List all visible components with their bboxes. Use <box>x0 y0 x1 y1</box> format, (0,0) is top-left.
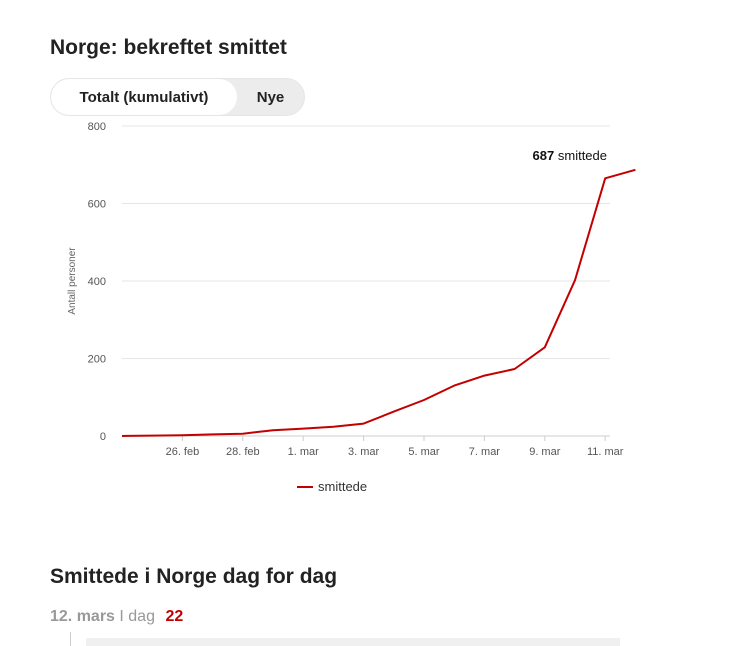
x-tick-label: 1. mar <box>288 446 320 458</box>
x-tick-label: 26. feb <box>166 446 200 458</box>
y-tick-label: 400 <box>88 276 106 288</box>
day-count: 22 <box>165 608 184 625</box>
section-title: Smittede i Norge dag for dag <box>50 565 338 588</box>
day-date: 12. mars <box>50 608 115 625</box>
y-tick-label: 600 <box>88 199 106 211</box>
chart-grid <box>122 125 610 437</box>
x-tick-label: 9. mar <box>529 446 561 458</box>
x-tick-label: 11. mar <box>587 446 624 458</box>
series-line-smittede <box>121 168 636 437</box>
y-tick-label: 200 <box>88 354 106 366</box>
tab-new[interactable]: Nye <box>256 88 285 106</box>
x-tick-label: 3. mar <box>348 446 380 458</box>
legend[interactable]: smittede <box>297 479 367 494</box>
day-summary: 12. mars I dag 22 <box>50 608 183 626</box>
x-tick-label: 7. mar <box>469 446 501 458</box>
x-tick-label: 28. feb <box>226 446 260 458</box>
y-tick-label: 800 <box>88 121 106 133</box>
timeline-line <box>70 632 71 646</box>
day-separator: I dag <box>119 608 155 625</box>
chart-mode-toggle: Totalt (kumulativt) Nye <box>50 78 305 116</box>
timeline-bar <box>86 638 620 646</box>
x-axis-ticks: 26. feb 28. feb 1. mar 3. mar 5. mar 7. mar 9.… <box>166 436 624 458</box>
tab-cumulative[interactable]: Totalt (kumulativt) <box>51 79 237 115</box>
annotation-text: smittede <box>558 148 607 163</box>
annotation-value: 687 <box>533 148 555 163</box>
legend-label: smittede <box>318 479 367 494</box>
y-axis-label: Antall personer <box>67 247 78 315</box>
chart-title: Norge: bekreftet smittet <box>50 36 287 59</box>
last-value-annotation: 687 smittede <box>533 148 607 163</box>
y-tick-label: 0 <box>100 431 106 443</box>
x-tick-label: 5. mar <box>408 446 440 458</box>
line-chart: 0 200 400 600 800 26. feb 28. feb 1. mar 3. mar… <box>67 121 636 494</box>
y-axis-ticks: 0 200 400 600 800 <box>88 121 106 443</box>
